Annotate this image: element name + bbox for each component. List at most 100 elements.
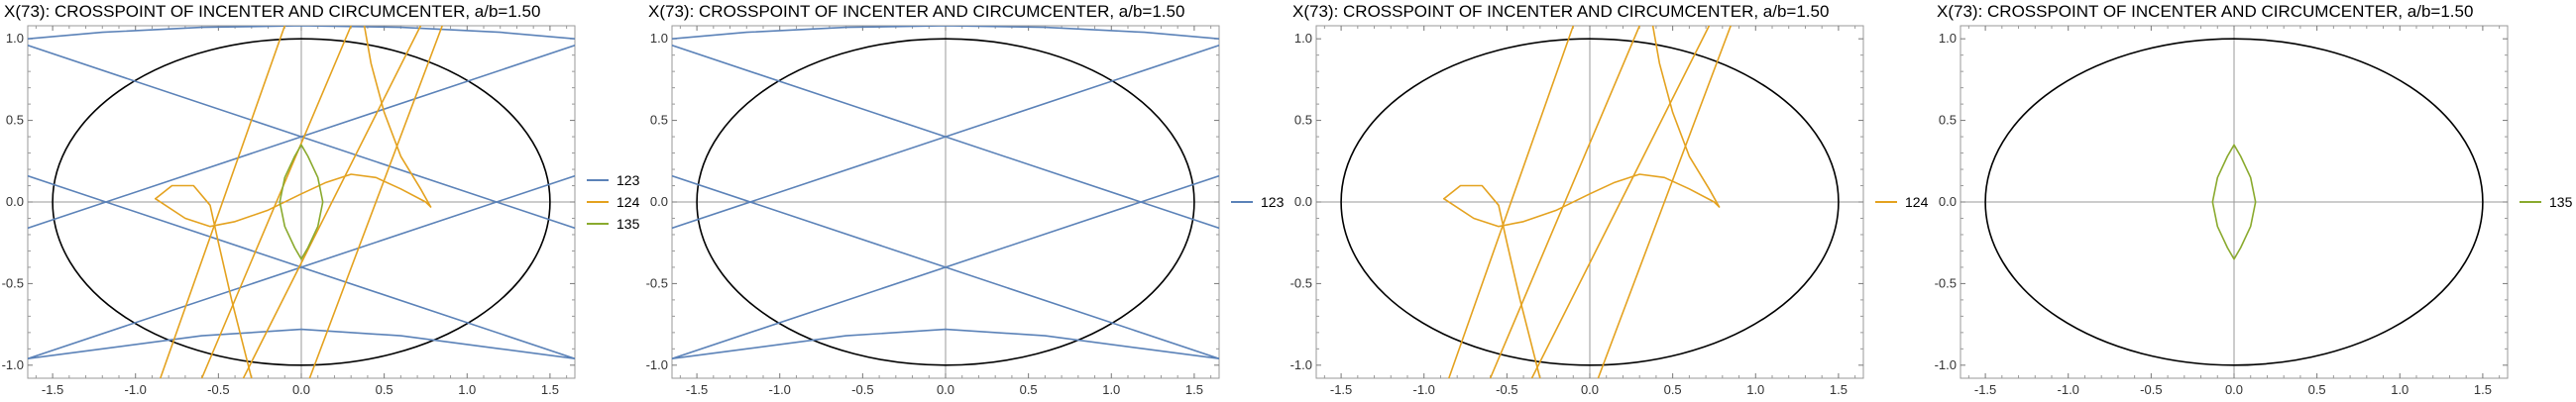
series-124-curve (1443, 173, 1721, 228)
plot-area: -1.5 -1.0 -0.5 0.0 0.5 1.0 1.5 -1.0 -0.5 0.0 0.5 1.… (646, 25, 1220, 397)
series-123-curve (28, 26, 575, 41)
x-tick-label: -0.5 (1496, 382, 1517, 397)
legend-swatch (1875, 201, 1897, 203)
x-tick-label: 1.5 (1830, 382, 1848, 397)
y-tick-label: 1.0 (1294, 31, 1312, 46)
y-tick-label: -1.0 (646, 357, 668, 372)
series-123-curve (28, 174, 575, 360)
legend-label: 124 (616, 194, 640, 210)
x-tick-label: 1.0 (2391, 382, 2408, 397)
x-tick-label: 0.0 (937, 382, 954, 397)
chart-title: X(73): CROSSPOINT OF INCENTER AND CIRCUM… (648, 2, 1185, 21)
series-124-curve (155, 173, 432, 228)
chart-title: X(73): CROSSPOINT OF INCENTER AND CIRCUM… (1292, 2, 1830, 21)
legend: 123 124 135 (587, 169, 639, 235)
x-tick-label: -1.5 (686, 382, 708, 397)
reference-ellipse (1340, 38, 1840, 366)
legend-swatch (1231, 201, 1253, 203)
x-tick-label: -0.5 (2140, 382, 2162, 397)
y-tick-label: 0.0 (1294, 194, 1312, 209)
legend-item-135: 135 (587, 213, 639, 235)
series-123-curve (672, 328, 1219, 360)
series-124-curve (160, 26, 286, 378)
legend: 135 (2520, 191, 2572, 213)
y-tick-label: -0.5 (2, 275, 24, 290)
y-tick-label: 0.0 (6, 194, 24, 209)
series-123-curve (672, 174, 1219, 360)
series-124-curve (1443, 184, 1541, 378)
x-tick-label: 0.5 (376, 382, 393, 397)
y-tick-label: -0.5 (646, 275, 668, 290)
plot-area: -1.5 -1.0 -0.5 0.0 0.5 1.0 1.5 -1.0 -0.5 0.0 0.5 1.… (1935, 25, 2509, 397)
legend-item-124: 124 (587, 191, 639, 213)
x-tick-label: 1.5 (2474, 382, 2492, 397)
series-123-curve (672, 26, 1219, 41)
series-123-curve (28, 44, 575, 230)
x-tick-label: 1.5 (1185, 382, 1203, 397)
series-124-curve (1597, 26, 1733, 378)
x-tick-label: 0.5 (1664, 382, 1682, 397)
legend-item-123: 123 (1231, 191, 1284, 213)
chart-panel-1: X(73): CROSSPOINT OF INCENTER AND CIRCUM… (0, 0, 644, 402)
chart-panel-2: X(73): CROSSPOINT OF INCENTER AND CIRCUM… (644, 0, 1288, 402)
y-tick-label: 0.0 (650, 194, 668, 209)
y-tick-label: -1.0 (2, 357, 24, 372)
series-123-curve (672, 44, 1219, 230)
y-tick-label: -1.0 (1935, 357, 1957, 372)
legend-label: 135 (2549, 194, 2573, 210)
series-124-curve (1530, 26, 1711, 378)
legend-item-124: 124 (1875, 191, 1928, 213)
x-tick-label: -0.5 (207, 382, 229, 397)
legend-label: 123 (1261, 194, 1285, 210)
y-tick-label: -1.0 (1290, 357, 1312, 372)
y-tick-label: 0.0 (1939, 194, 1957, 209)
legend-swatch (2520, 201, 2541, 203)
chart-panel-3: X(73): CROSSPOINT OF INCENTER AND CIRCUM… (1288, 0, 1933, 402)
x-tick-label: 1.0 (1746, 382, 1764, 397)
series-124-curve (1448, 26, 1575, 378)
chart-title: X(73): CROSSPOINT OF INCENTER AND CIRCUM… (1937, 2, 2474, 21)
series-124-curve (155, 184, 253, 378)
reference-ellipse (52, 38, 551, 366)
y-tick-label: 1.0 (6, 31, 24, 46)
x-tick-label: 0.5 (2308, 382, 2326, 397)
x-tick-label: 0.0 (1581, 382, 1599, 397)
legend: 123 (1231, 191, 1284, 213)
legend-label: 123 (616, 172, 640, 188)
series-123-curve (28, 328, 575, 360)
x-tick-label: 0.5 (1020, 382, 1038, 397)
series-124-curve (363, 26, 432, 208)
legend-label: 124 (1905, 194, 1929, 210)
legend: 124 (1875, 191, 1928, 213)
x-tick-label: 0.0 (2225, 382, 2243, 397)
x-tick-label: -1.0 (1413, 382, 1435, 397)
series-135-curve (279, 144, 324, 260)
y-tick-label: 0.5 (1294, 113, 1312, 128)
legend-swatch (587, 223, 609, 225)
y-tick-label: -0.5 (1290, 275, 1312, 290)
plot-area: -1.5 -1.0 -0.5 0.0 0.5 1.0 1.5 -1.0 -0.5 0.0 0.5 1.… (2, 25, 576, 397)
series-124-curve (308, 26, 444, 378)
x-tick-label: -0.5 (851, 382, 873, 397)
y-tick-label: 0.5 (1939, 113, 1957, 128)
x-tick-label: -1.5 (42, 382, 63, 397)
y-tick-label: 1.0 (1939, 31, 1957, 46)
legend-swatch (587, 179, 609, 181)
x-tick-label: 0.0 (292, 382, 310, 397)
x-tick-label: -1.0 (125, 382, 147, 397)
y-tick-label: -0.5 (1935, 275, 1957, 290)
reference-ellipse (696, 38, 1195, 366)
legend-item-135: 135 (2520, 191, 2572, 213)
x-tick-label: -1.5 (1974, 382, 1996, 397)
series-135-curve (2211, 144, 2257, 260)
y-tick-label: 1.0 (650, 31, 668, 46)
x-tick-label: 1.5 (541, 382, 559, 397)
series-124-curve (1489, 26, 1641, 378)
legend-item-123: 123 (587, 169, 639, 191)
series-124-curve (242, 26, 422, 378)
y-tick-label: 0.5 (6, 113, 24, 128)
x-tick-label: -1.0 (769, 382, 791, 397)
series-124-curve (1651, 26, 1721, 208)
x-tick-label: 1.0 (458, 382, 476, 397)
legend-label: 135 (616, 216, 640, 232)
